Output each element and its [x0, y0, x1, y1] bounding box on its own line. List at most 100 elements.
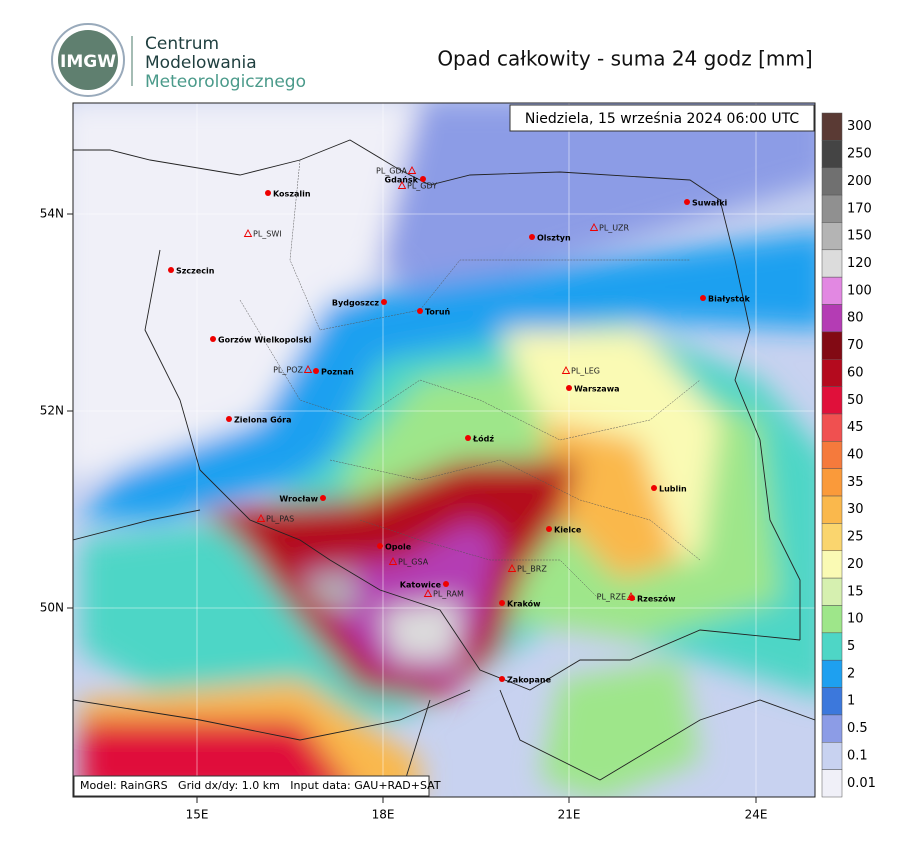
colorbar-swatch	[821, 331, 843, 360]
city-dot	[377, 543, 383, 549]
colorbar-swatch	[821, 194, 843, 223]
city-dot	[420, 176, 426, 182]
station-label: PL_RAM	[433, 590, 464, 599]
colorbar-swatch	[821, 304, 843, 333]
colorbar-label: 120	[847, 256, 872, 271]
station	[507, 564, 517, 572]
colorbar-label: 1	[847, 694, 855, 709]
colorbar-label: 10	[847, 612, 864, 627]
colorbar-label: 45	[847, 420, 864, 435]
city-label: Opole	[385, 543, 412, 552]
colorbar-label: 0.1	[847, 748, 868, 763]
colorbar-swatch	[821, 358, 843, 387]
city-dot	[499, 600, 505, 606]
city-dot	[226, 416, 232, 422]
lon-label: 21E	[558, 808, 581, 822]
city-dot	[417, 308, 423, 314]
city-dot	[443, 581, 449, 587]
city-label: Zakopane	[507, 676, 552, 685]
city-label: Wrocław	[279, 495, 318, 504]
station-label: PL_BRZ	[517, 565, 547, 574]
city-label: Bydgoszcz	[332, 299, 379, 308]
station	[423, 589, 433, 597]
station	[407, 166, 417, 174]
city-label: Szczecin	[176, 267, 215, 276]
regions	[239, 159, 701, 601]
colorbar-swatch	[821, 659, 843, 688]
axes: 15E 18E 21E 24E 54N 52N 50N	[40, 207, 768, 822]
colorbar-label: 300	[847, 119, 872, 134]
city-label: Łódź	[472, 434, 494, 444]
map-field: Gdańsk Koszalin Suwałki Olsztyn Szczecin Bydg…	[73, 103, 815, 797]
colorbar-swatch	[821, 605, 843, 634]
city-dot	[684, 199, 690, 205]
colorbar-swatch	[821, 222, 843, 251]
station-label: PL_RZE	[597, 593, 626, 602]
city-label: Warszawa	[574, 385, 620, 394]
colorbar-label: 0.01	[847, 776, 876, 791]
city-dot	[499, 676, 505, 682]
city-dot	[566, 385, 572, 391]
colorbar-label: 20	[847, 557, 864, 572]
station-label: PL_SWI	[253, 230, 282, 239]
station	[243, 229, 253, 237]
city-dot	[546, 526, 552, 532]
city-dot	[265, 190, 271, 196]
colorbar-swatch	[821, 577, 843, 606]
colorbar-swatch	[821, 742, 843, 770]
city-label: Suwałki	[692, 199, 728, 208]
station	[388, 557, 398, 565]
colorbar-label: 2	[847, 666, 855, 681]
city-label: Rzeszów	[637, 594, 676, 604]
colorbar-label: 30	[847, 502, 864, 517]
lon-label: 18E	[372, 808, 395, 822]
colorbar-swatch	[821, 167, 843, 196]
station-label: PL_GDA	[376, 167, 408, 176]
city-label: Zielona Góra	[234, 415, 292, 425]
colorbar-label: 5	[847, 639, 855, 654]
city-label: Kraków	[507, 599, 541, 609]
colorbar-swatch	[821, 468, 843, 497]
colorbar-label: 0.5	[847, 721, 868, 736]
logo-text: IMGW	[60, 52, 116, 72]
colorbar-label: 100	[847, 283, 872, 298]
city-label: Kielce	[554, 526, 582, 535]
org-name: Centrum	[145, 34, 219, 54]
city-label: Toruń	[425, 308, 451, 317]
station-label: PL_UZR	[599, 224, 629, 233]
city-dot	[320, 495, 326, 501]
colorbar: 3002502001701501201008070605045403530252…	[821, 112, 876, 798]
colorbar-label: 70	[847, 338, 864, 353]
city-dot	[210, 336, 216, 342]
colorbar-swatch	[821, 523, 843, 552]
colorbar-swatch	[821, 140, 843, 168]
colorbar-swatch	[821, 112, 843, 141]
colorbar-swatch	[821, 249, 843, 278]
colorbar-label: 25	[847, 530, 864, 545]
date: Niedziela, 15 września 2024 06:00 UTC	[525, 111, 799, 127]
city-label: Białystok	[708, 295, 751, 304]
date-box	[509, 104, 815, 132]
colorbar-label: 50	[847, 393, 864, 408]
colorbar-label: 170	[847, 201, 872, 216]
lat-label: 54N	[40, 207, 64, 221]
station-label: PL_LEG	[571, 367, 600, 376]
footer: Model: RainGRS Grid dx/dy: 1.0 km Input …	[80, 779, 441, 792]
colorbar-swatch	[821, 413, 843, 442]
colorbar-swatch	[821, 550, 843, 579]
station	[256, 514, 266, 522]
city-dot	[651, 485, 657, 491]
city-label: Katowice	[400, 581, 442, 590]
city-label: Lublin	[659, 485, 687, 494]
colorbar-swatch	[821, 441, 843, 469]
title: Opad całkowity - suma 24 godz [mm]	[437, 47, 812, 71]
colorbar-swatch	[821, 687, 843, 716]
lat-label: 50N	[40, 601, 64, 615]
org-name: Modelowania	[145, 53, 257, 73]
station	[303, 365, 313, 373]
colorbar-swatch	[821, 714, 843, 743]
lon-label: 15E	[186, 808, 209, 822]
station-label: PL_PAS	[266, 515, 294, 524]
map-frame	[72, 102, 816, 798]
